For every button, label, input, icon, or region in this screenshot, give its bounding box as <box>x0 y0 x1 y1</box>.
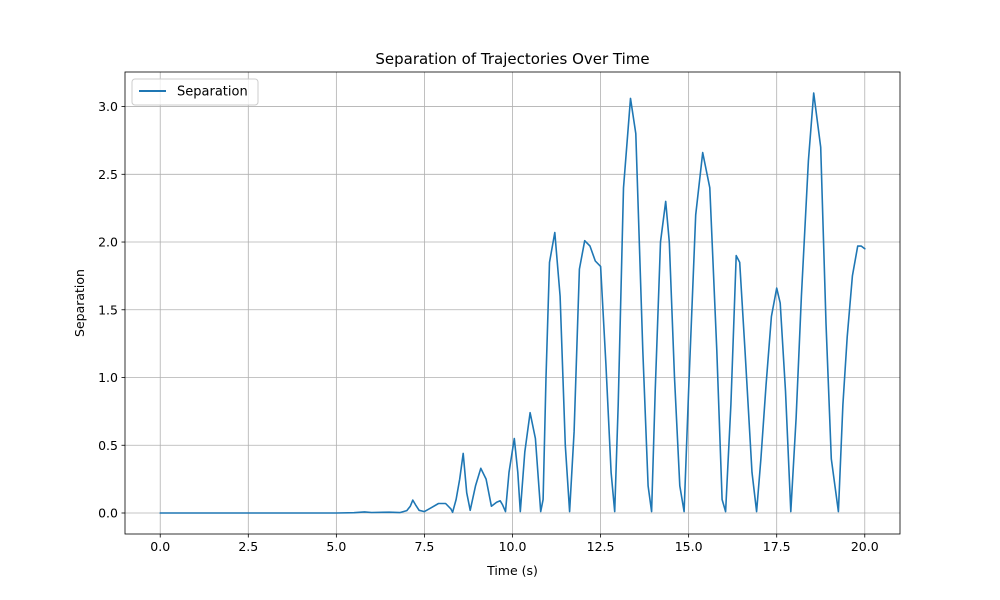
y-tick-label: 3.0 <box>98 99 118 114</box>
series-line-separation <box>159 92 866 514</box>
y-tick-label: 1.0 <box>98 370 118 385</box>
x-tick-label: 20.0 <box>851 539 879 554</box>
y-tick-label: 2.0 <box>98 235 118 250</box>
y-tick-label: 0.5 <box>98 438 118 453</box>
x-tick-label: 17.5 <box>763 539 791 554</box>
y-tick-label: 1.5 <box>98 302 118 317</box>
x-tick-label: 2.5 <box>238 539 258 554</box>
series-layer <box>159 92 866 514</box>
chart-title: Separation of Trajectories Over Time <box>375 50 649 68</box>
y-axis-ticks: 0.0 0.5 1.0 1.5 2.0 2.5 3.0 <box>98 99 125 521</box>
grid-lines <box>125 72 900 534</box>
x-axis-ticks: 0.0 2.5 5.0 7.5 10.0 12.5 15.0 17.5 20.0 <box>150 534 879 554</box>
y-tick-label: 2.5 <box>98 167 118 182</box>
x-tick-label: 10.0 <box>499 539 527 554</box>
x-tick-label: 0.0 <box>150 539 170 554</box>
legend-label-separation: Separation <box>177 85 248 100</box>
x-axis-label: Time (s) <box>486 563 538 578</box>
x-tick-label: 5.0 <box>326 539 346 554</box>
y-tick-label: 0.0 <box>98 506 118 521</box>
legend-box <box>131 78 259 106</box>
x-tick-label: 7.5 <box>414 539 434 554</box>
x-tick-label: 12.5 <box>587 539 615 554</box>
x-tick-label: 15.0 <box>675 539 703 554</box>
legend: Separation <box>131 78 259 106</box>
y-axis-label: Separation <box>72 269 87 337</box>
